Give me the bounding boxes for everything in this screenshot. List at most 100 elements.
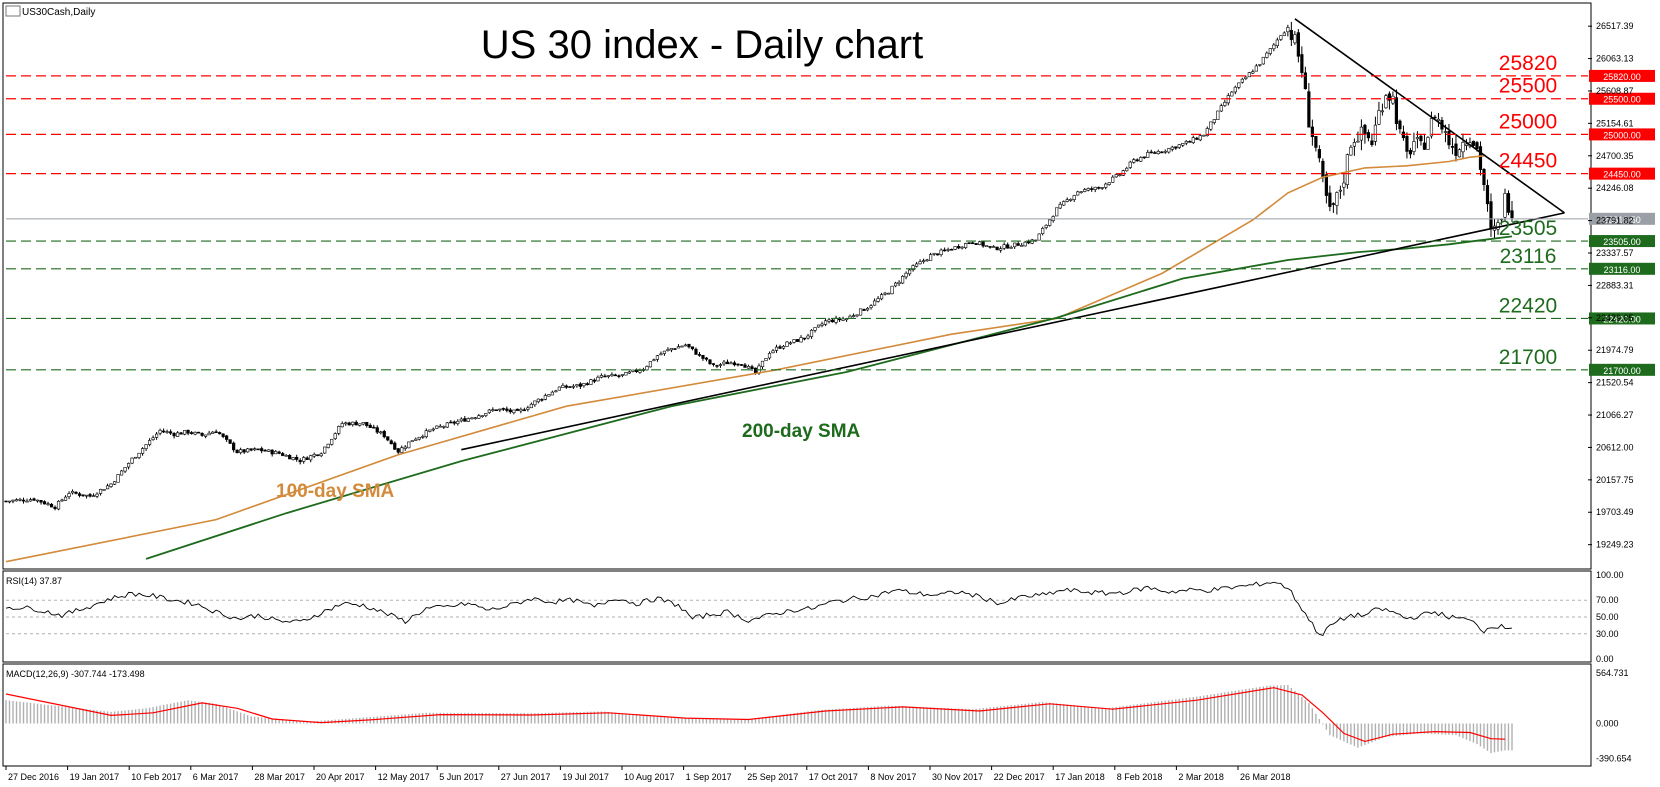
candle-body (480, 415, 484, 417)
macd-axis-label: 0.000 (1596, 719, 1619, 729)
x-axis-label: 26 Mar 2018 (1240, 772, 1291, 782)
candle-body (466, 418, 470, 422)
candle-body (715, 365, 719, 367)
candle-body (1324, 174, 1328, 196)
candle-body (28, 499, 33, 502)
candle-body (326, 443, 330, 448)
candle-body (592, 379, 596, 382)
candle-body (382, 431, 386, 438)
candle-body (270, 449, 274, 455)
candle-body (950, 248, 954, 251)
candle-body (971, 242, 975, 245)
candle-body (214, 431, 218, 434)
candle-body (1415, 137, 1420, 140)
resistance-level-price-tag-text: 24450.00 (1603, 170, 1641, 180)
candle-body (505, 408, 509, 411)
candle-body (1247, 72, 1251, 78)
candle-body (830, 319, 835, 323)
rsi-axis-label: 100.00 (1596, 570, 1624, 580)
candle-body (1426, 137, 1430, 150)
price-axis-label: 23791.82 (1596, 216, 1634, 226)
candle-body (239, 449, 243, 453)
candle-body (925, 259, 929, 262)
support-level-price-tag (1589, 312, 1655, 325)
candle-body (165, 431, 169, 433)
candle-body (186, 429, 190, 434)
candle-body (823, 320, 828, 325)
candle-body (722, 361, 726, 365)
candle-body (1174, 146, 1178, 149)
candle-body (939, 249, 943, 255)
candle-body (319, 453, 323, 457)
candle-body (1342, 182, 1346, 188)
candle-body (1461, 142, 1465, 153)
candle-body (1349, 146, 1353, 156)
candle-body (1048, 219, 1052, 226)
x-axis-label: 17 Jan 2018 (1055, 772, 1105, 782)
candle-body (70, 490, 75, 494)
candle-body (1093, 186, 1097, 190)
candle-body (613, 374, 618, 377)
candle-body (1398, 120, 1402, 130)
candle-body (515, 408, 519, 411)
candle-body (599, 375, 603, 378)
candle-body (1485, 185, 1490, 205)
candle-body (53, 506, 57, 510)
candle-body (456, 420, 460, 424)
resistance-level-price-tag (1589, 167, 1655, 180)
candle-body (851, 315, 856, 317)
candle-body (795, 339, 800, 342)
candle-body (179, 432, 183, 435)
support-level-price-tag (1589, 363, 1655, 376)
candle-body (501, 408, 505, 410)
candle-body (204, 434, 208, 437)
candle-body (1153, 152, 1157, 154)
candle-body (886, 292, 891, 295)
resistance-trendline (1294, 18, 1565, 214)
candle-body (137, 452, 141, 458)
candle-body (1233, 86, 1237, 93)
candle-body (999, 248, 1003, 251)
candle-body (1100, 187, 1104, 189)
candle-body (1016, 243, 1020, 246)
candle-body (225, 435, 229, 440)
candle-body (249, 448, 253, 451)
symbol-label: US30Cash,Daily (22, 7, 95, 18)
candle-body (35, 499, 40, 502)
candle-body (284, 454, 288, 457)
candle-body (603, 375, 607, 378)
candle-body (915, 263, 919, 267)
sma200-label: 200-day SMA (742, 421, 861, 442)
candle-body (98, 489, 103, 494)
support-level-price-tag-text: 22420.00 (1603, 314, 1641, 324)
rsi-axis-label: 30.00 (1596, 629, 1619, 639)
candle-body (1279, 35, 1283, 40)
resistance-level-price-tag-text: 25820.00 (1603, 72, 1641, 82)
candle-body (1076, 191, 1080, 196)
candle-body (978, 241, 982, 245)
candle-body (11, 499, 15, 502)
candle-body (88, 494, 92, 497)
candle-body (809, 329, 814, 337)
candle-body (529, 403, 533, 409)
candle-body (1272, 44, 1276, 50)
candle-body (1310, 126, 1314, 138)
candle-body (652, 359, 656, 362)
macd-header: MACD(12,26,9) -307.744 -173.498 (6, 669, 145, 679)
candle-body (575, 384, 579, 387)
candle-body (1359, 126, 1363, 141)
candle-body (1219, 105, 1223, 112)
candle-body (60, 499, 64, 502)
candle-body (358, 423, 362, 426)
candle-body (904, 272, 908, 278)
price-axis-label: 25608.87 (1596, 86, 1634, 96)
candle-body (841, 318, 845, 321)
candle-body (645, 366, 649, 371)
macd-axis-label: 564.731 (1596, 668, 1629, 678)
support-level-label: 23116 (1500, 245, 1557, 268)
candle-body (911, 265, 915, 271)
candle-body (253, 448, 257, 451)
candle-body (1114, 174, 1118, 178)
candle-body (883, 292, 887, 295)
candle-body (375, 427, 379, 433)
